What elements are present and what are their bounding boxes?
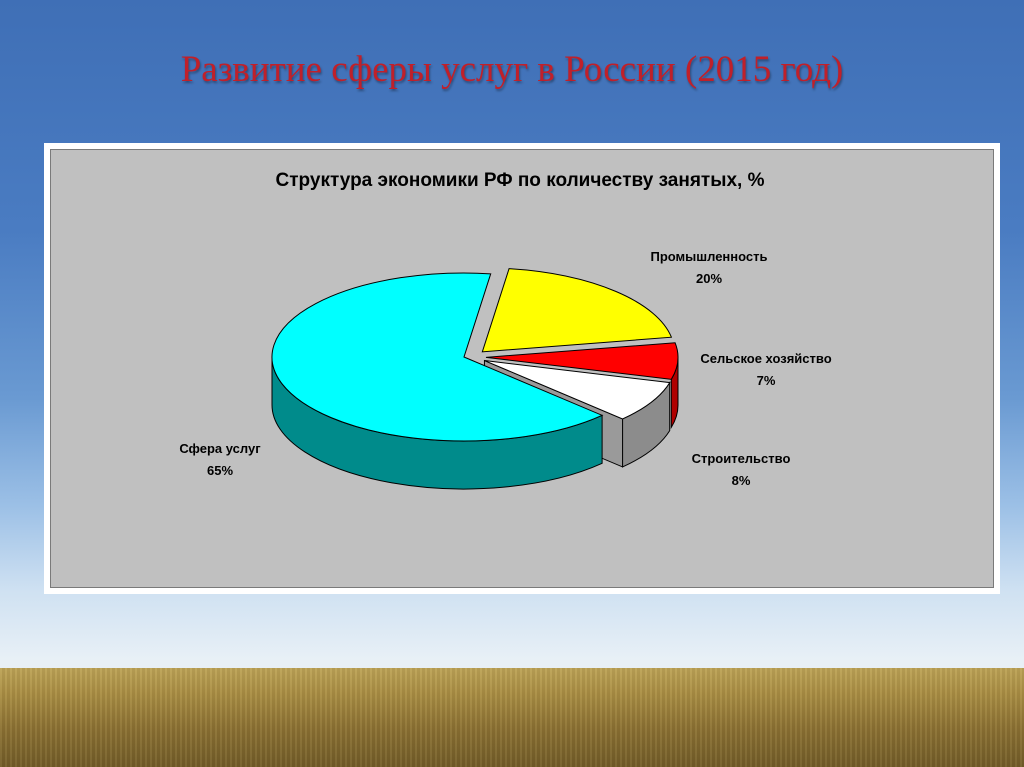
- chart-title: Структура экономики РФ по количеству зан…: [276, 170, 765, 191]
- slice-label-сфера-услуг: Сфера услуг: [179, 441, 261, 456]
- pie-slice-сельское-хозяйство: [485, 342, 679, 380]
- slice-value-сфера-услуг: 65%: [207, 463, 233, 478]
- field-image: [0, 668, 1024, 767]
- slide-title: Развитие сферы услуг в России (2015 год): [180, 49, 844, 90]
- slice-label-строительство: Строительство: [692, 451, 791, 466]
- slice-label-сельское-хозяйство: Сельское хозяйство: [700, 351, 831, 366]
- chart-frame: Структура экономики РФ по количеству зан…: [44, 143, 1000, 594]
- pie-chart: Структура экономики РФ по количеству зан…: [179, 170, 832, 490]
- pie-slice-строительство: [484, 360, 671, 420]
- pie-tops: [271, 268, 679, 442]
- slice-value-сельское-хозяйство: 7%: [757, 373, 776, 388]
- pie-slice-сфера-услуг: [271, 272, 604, 442]
- pie-slice-промышленность: [481, 268, 673, 353]
- slice-label-промышленность: Промышленность: [651, 249, 768, 264]
- slice-value-строительство: 8%: [732, 473, 751, 488]
- slice-value-промышленность: 20%: [696, 271, 722, 286]
- pie-labels: Промышленность 20% Сельское хозяйство 7% Стр…: [179, 249, 831, 488]
